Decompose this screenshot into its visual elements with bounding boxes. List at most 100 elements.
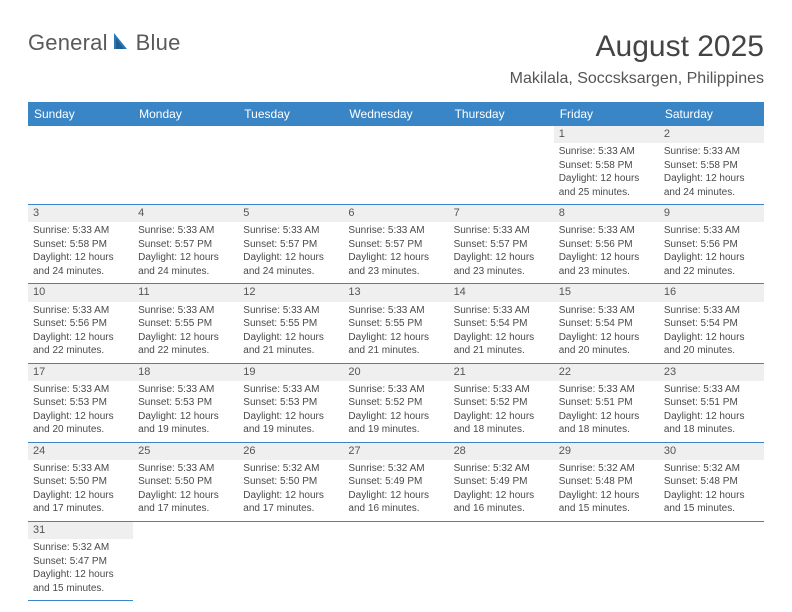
- day-details: Sunrise: 5:32 AMSunset: 5:49 PMDaylight:…: [449, 460, 554, 521]
- day-details: Sunrise: 5:33 AMSunset: 5:52 PMDaylight:…: [343, 381, 448, 442]
- day-cell: 2Sunrise: 5:33 AMSunset: 5:58 PMDaylight…: [659, 126, 764, 205]
- daylight-line: Daylight: 12 hours and 22 minutes.: [664, 251, 759, 278]
- calendar-body: 1Sunrise: 5:33 AMSunset: 5:58 PMDaylight…: [28, 126, 764, 601]
- day-details: Sunrise: 5:33 AMSunset: 5:54 PMDaylight:…: [659, 302, 764, 363]
- day-details: Sunrise: 5:32 AMSunset: 5:48 PMDaylight:…: [554, 460, 659, 521]
- daylight-line: Daylight: 12 hours and 18 minutes.: [664, 410, 759, 437]
- title-block: August 2025 Makilala, Soccsksargen, Phil…: [510, 30, 764, 88]
- daylight-line: Daylight: 12 hours and 19 minutes.: [243, 410, 338, 437]
- sunrise-line: Sunrise: 5:33 AM: [559, 304, 654, 318]
- sunset-line: Sunset: 5:55 PM: [138, 317, 233, 331]
- sunrise-line: Sunrise: 5:33 AM: [454, 304, 549, 318]
- day-cell: 10Sunrise: 5:33 AMSunset: 5:56 PMDayligh…: [28, 284, 133, 363]
- sunrise-line: Sunrise: 5:33 AM: [454, 224, 549, 238]
- sunrise-line: Sunrise: 5:32 AM: [33, 541, 128, 555]
- sunrise-line: Sunrise: 5:33 AM: [33, 383, 128, 397]
- daylight-line: Daylight: 12 hours and 20 minutes.: [33, 410, 128, 437]
- daylight-line: Daylight: 12 hours and 19 minutes.: [138, 410, 233, 437]
- sunset-line: Sunset: 5:49 PM: [454, 475, 549, 489]
- page-title: August 2025: [510, 30, 764, 64]
- day-cell: 1Sunrise: 5:33 AMSunset: 5:58 PMDaylight…: [554, 126, 659, 205]
- day-number: 14: [449, 284, 554, 301]
- sunrise-line: Sunrise: 5:33 AM: [664, 145, 759, 159]
- daylight-line: Daylight: 12 hours and 22 minutes.: [138, 331, 233, 358]
- day-cell: [343, 522, 448, 601]
- week-row: 10Sunrise: 5:33 AMSunset: 5:56 PMDayligh…: [28, 284, 764, 363]
- day-cell: 17Sunrise: 5:33 AMSunset: 5:53 PMDayligh…: [28, 364, 133, 443]
- sunrise-line: Sunrise: 5:33 AM: [33, 304, 128, 318]
- sunrise-line: Sunrise: 5:33 AM: [348, 304, 443, 318]
- week-row: 31Sunrise: 5:32 AMSunset: 5:47 PMDayligh…: [28, 522, 764, 601]
- sunrise-line: Sunrise: 5:33 AM: [664, 383, 759, 397]
- sunset-line: Sunset: 5:50 PM: [33, 475, 128, 489]
- sunrise-line: Sunrise: 5:33 AM: [454, 383, 549, 397]
- sunset-line: Sunset: 5:47 PM: [33, 555, 128, 569]
- sunrise-line: Sunrise: 5:33 AM: [664, 304, 759, 318]
- day-cell: [449, 522, 554, 601]
- day-cell: [554, 522, 659, 601]
- sunrise-line: Sunrise: 5:33 AM: [33, 224, 128, 238]
- sail-icon: [111, 31, 133, 56]
- day-details: Sunrise: 5:33 AMSunset: 5:56 PMDaylight:…: [28, 302, 133, 363]
- day-number: 16: [659, 284, 764, 301]
- sunset-line: Sunset: 5:50 PM: [138, 475, 233, 489]
- daylight-line: Daylight: 12 hours and 22 minutes.: [33, 331, 128, 358]
- day-number: 11: [133, 284, 238, 301]
- day-number: 10: [28, 284, 133, 301]
- day-number: 30: [659, 443, 764, 460]
- daylight-line: Daylight: 12 hours and 15 minutes.: [33, 568, 128, 595]
- day-cell: 26Sunrise: 5:32 AMSunset: 5:50 PMDayligh…: [238, 443, 343, 522]
- day-cell: 24Sunrise: 5:33 AMSunset: 5:50 PMDayligh…: [28, 443, 133, 522]
- sunset-line: Sunset: 5:58 PM: [664, 159, 759, 173]
- dow-header: Thursday: [449, 102, 554, 126]
- day-cell: 9Sunrise: 5:33 AMSunset: 5:56 PMDaylight…: [659, 205, 764, 284]
- day-details: Sunrise: 5:33 AMSunset: 5:54 PMDaylight:…: [449, 302, 554, 363]
- day-number: 9: [659, 205, 764, 222]
- day-details: Sunrise: 5:33 AMSunset: 5:57 PMDaylight:…: [449, 222, 554, 283]
- day-number: 21: [449, 364, 554, 381]
- sunset-line: Sunset: 5:54 PM: [664, 317, 759, 331]
- day-cell: [133, 126, 238, 205]
- sunrise-line: Sunrise: 5:32 AM: [664, 462, 759, 476]
- sunset-line: Sunset: 5:53 PM: [138, 396, 233, 410]
- day-cell: 25Sunrise: 5:33 AMSunset: 5:50 PMDayligh…: [133, 443, 238, 522]
- day-cell: [659, 522, 764, 601]
- daylight-line: Daylight: 12 hours and 19 minutes.: [348, 410, 443, 437]
- sunset-line: Sunset: 5:57 PM: [138, 238, 233, 252]
- sunset-line: Sunset: 5:56 PM: [559, 238, 654, 252]
- day-details: Sunrise: 5:33 AMSunset: 5:54 PMDaylight:…: [554, 302, 659, 363]
- day-details: Sunrise: 5:33 AMSunset: 5:53 PMDaylight:…: [238, 381, 343, 442]
- day-number: 8: [554, 205, 659, 222]
- day-details: Sunrise: 5:33 AMSunset: 5:56 PMDaylight:…: [554, 222, 659, 283]
- day-number: 7: [449, 205, 554, 222]
- daylight-line: Daylight: 12 hours and 17 minutes.: [33, 489, 128, 516]
- day-cell: [343, 126, 448, 205]
- sunset-line: Sunset: 5:56 PM: [664, 238, 759, 252]
- day-cell: 19Sunrise: 5:33 AMSunset: 5:53 PMDayligh…: [238, 364, 343, 443]
- day-details: Sunrise: 5:33 AMSunset: 5:51 PMDaylight:…: [659, 381, 764, 442]
- logo-word1: General: [28, 30, 108, 55]
- day-details: Sunrise: 5:33 AMSunset: 5:55 PMDaylight:…: [343, 302, 448, 363]
- day-details: Sunrise: 5:33 AMSunset: 5:53 PMDaylight:…: [28, 381, 133, 442]
- day-details: Sunrise: 5:33 AMSunset: 5:53 PMDaylight:…: [133, 381, 238, 442]
- sunrise-line: Sunrise: 5:33 AM: [348, 224, 443, 238]
- sunset-line: Sunset: 5:58 PM: [33, 238, 128, 252]
- sunset-line: Sunset: 5:56 PM: [33, 317, 128, 331]
- day-cell: 31Sunrise: 5:32 AMSunset: 5:47 PMDayligh…: [28, 522, 133, 601]
- daylight-line: Daylight: 12 hours and 24 minutes.: [138, 251, 233, 278]
- day-cell: [133, 522, 238, 601]
- dow-header: Sunday: [28, 102, 133, 126]
- sunset-line: Sunset: 5:52 PM: [348, 396, 443, 410]
- day-cell: 28Sunrise: 5:32 AMSunset: 5:49 PMDayligh…: [449, 443, 554, 522]
- day-cell: 6Sunrise: 5:33 AMSunset: 5:57 PMDaylight…: [343, 205, 448, 284]
- dow-header: Friday: [554, 102, 659, 126]
- day-details: Sunrise: 5:33 AMSunset: 5:58 PMDaylight:…: [28, 222, 133, 283]
- calendar-table: SundayMondayTuesdayWednesdayThursdayFrid…: [28, 102, 764, 601]
- logo-word2: Blue: [136, 30, 181, 56]
- sunset-line: Sunset: 5:57 PM: [348, 238, 443, 252]
- week-row: 1Sunrise: 5:33 AMSunset: 5:58 PMDaylight…: [28, 126, 764, 205]
- day-details: Sunrise: 5:33 AMSunset: 5:57 PMDaylight:…: [343, 222, 448, 283]
- sunrise-line: Sunrise: 5:33 AM: [33, 462, 128, 476]
- day-number: 12: [238, 284, 343, 301]
- sunset-line: Sunset: 5:52 PM: [454, 396, 549, 410]
